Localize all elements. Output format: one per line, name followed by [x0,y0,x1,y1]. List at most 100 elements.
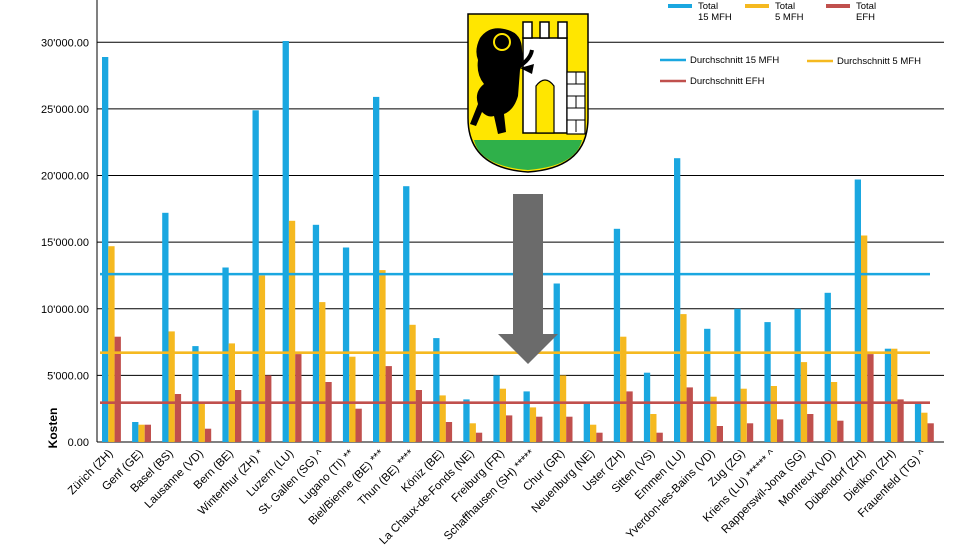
legend-label: Total [775,1,795,12]
bar-total-efh [746,423,754,442]
bar-total-5-mfh [710,396,717,442]
bar-total-15-mfh [553,283,560,442]
bar-total-15-mfh [312,224,320,442]
legend-label: Total [698,1,718,12]
bar-total-efh [867,354,874,442]
bar-total-15-mfh [643,372,651,442]
bar-total-15-mfh [282,41,289,442]
bar-total-efh [656,432,663,442]
bar-total-15-mfh [794,308,801,442]
bar-total-efh [445,422,453,442]
bar-total-efh [144,424,151,442]
bar-total-efh [777,419,784,442]
legend-label: Durchschnitt 15 MFH [690,55,779,66]
bar-total-15-mfh [252,110,259,443]
bar-total-15-mfh [613,228,621,442]
bar-total-efh [596,432,603,442]
x-tick-label: Freiburg (FR) [450,448,507,505]
bar-total-15-mfh [102,57,109,442]
legend-label: Durchschnitt 5 MFH [837,56,921,67]
bar-total-15-mfh [583,403,590,442]
y-axis: 0.00 5'000.00 10'000.00 15'000.00 20'000.00 2… [41,0,98,449]
bar-total-efh [415,390,422,442]
bar-total-efh [204,428,212,442]
bar-total-5-mfh [891,348,898,442]
bar-total-efh [114,336,121,442]
legend-swatch [668,4,692,8]
bar-total-5-mfh [740,388,747,442]
bar-total-5-mfh [439,395,446,442]
bar-total-efh [807,414,814,442]
bar-total-5-mfh [559,375,567,442]
bar-total-5-mfh [319,302,326,442]
bar-total-5-mfh [921,412,928,442]
bar-total-5-mfh [198,402,205,442]
bar-total-15-mfh [824,292,831,442]
bar-total-efh [325,382,332,442]
bar-total-15-mfh [854,179,861,442]
bar-total-efh [475,432,483,442]
bars [102,41,934,443]
bar-total-efh [174,394,182,442]
bar-total-efh [626,391,633,442]
bar-total-5-mfh [650,414,657,442]
bar-total-15-mfh [523,391,530,442]
bar-total-efh [566,416,573,442]
bar-total-efh [927,423,934,442]
bar-total-5-mfh [590,424,597,442]
y-tick-label: 25'000.00 [41,104,89,116]
bar-total-15-mfh [493,375,500,442]
y-tick-label: 15'000.00 [41,237,89,249]
bar-total-5-mfh [258,275,266,442]
ram-icon [470,28,534,135]
legend-swatch [826,4,850,8]
bar-total-efh [385,366,392,442]
x-axis-labels: Zürich (ZH)Genf (GE)Basel (BS)Lausanne (… [66,447,929,547]
schaffhausen-coat-of-arms-emblem [467,13,589,173]
bar-total-efh [506,415,513,442]
bar-total-15-mfh [764,322,771,442]
bar-total-5-mfh [168,331,175,442]
bar-total-15-mfh [222,267,229,442]
bar-total-15-mfh [463,399,470,442]
bar-total-efh [265,375,272,442]
y-tick-label: 5'000.00 [47,370,89,382]
bar-total-efh [355,408,362,442]
bar-total-15-mfh [914,402,922,442]
bar-total-15-mfh [433,338,440,442]
bar-total-5-mfh [379,270,386,442]
bar-total-5-mfh [680,314,687,442]
bar-total-efh [686,387,693,442]
legend-label: 5 MFH [775,12,804,23]
bar-total-5-mfh [349,356,356,442]
bar-total-5-mfh [499,388,506,442]
bar-total-15-mfh [734,308,741,442]
bar-total-efh [716,426,723,442]
y-tick-label: 10'000.00 [41,304,89,316]
bar-total-15-mfh [884,348,892,442]
bar-total-15-mfh [403,186,410,442]
down-arrow-icon [498,194,558,364]
bar-total-5-mfh [138,424,145,442]
legend-swatch [745,4,769,8]
bar-total-5-mfh [620,336,627,442]
y-tick-label: 20'000.00 [41,171,89,183]
bar-total-15-mfh [674,158,681,442]
legend-label: 15 MFH [698,12,732,23]
legend-averages: Durchschnitt 15 MFH Durchschnitt 5 MFH Dur… [660,55,921,87]
bar-total-5-mfh [288,220,296,442]
legend-label: Total [856,1,876,12]
bar-total-5-mfh [409,324,416,442]
bar-total-efh [897,399,904,442]
bar-total-5-mfh [108,246,115,442]
bar-total-efh [295,354,302,442]
legend-label: Durchschnitt EFH [690,76,765,87]
y-axis-title: Kosten [46,408,60,449]
bar-total-5-mfh [770,386,777,442]
y-tick-label: 30'000.00 [41,37,89,49]
bar-total-5-mfh [861,235,868,442]
legend-label: EFH [856,12,875,23]
bar-total-efh [536,416,543,442]
